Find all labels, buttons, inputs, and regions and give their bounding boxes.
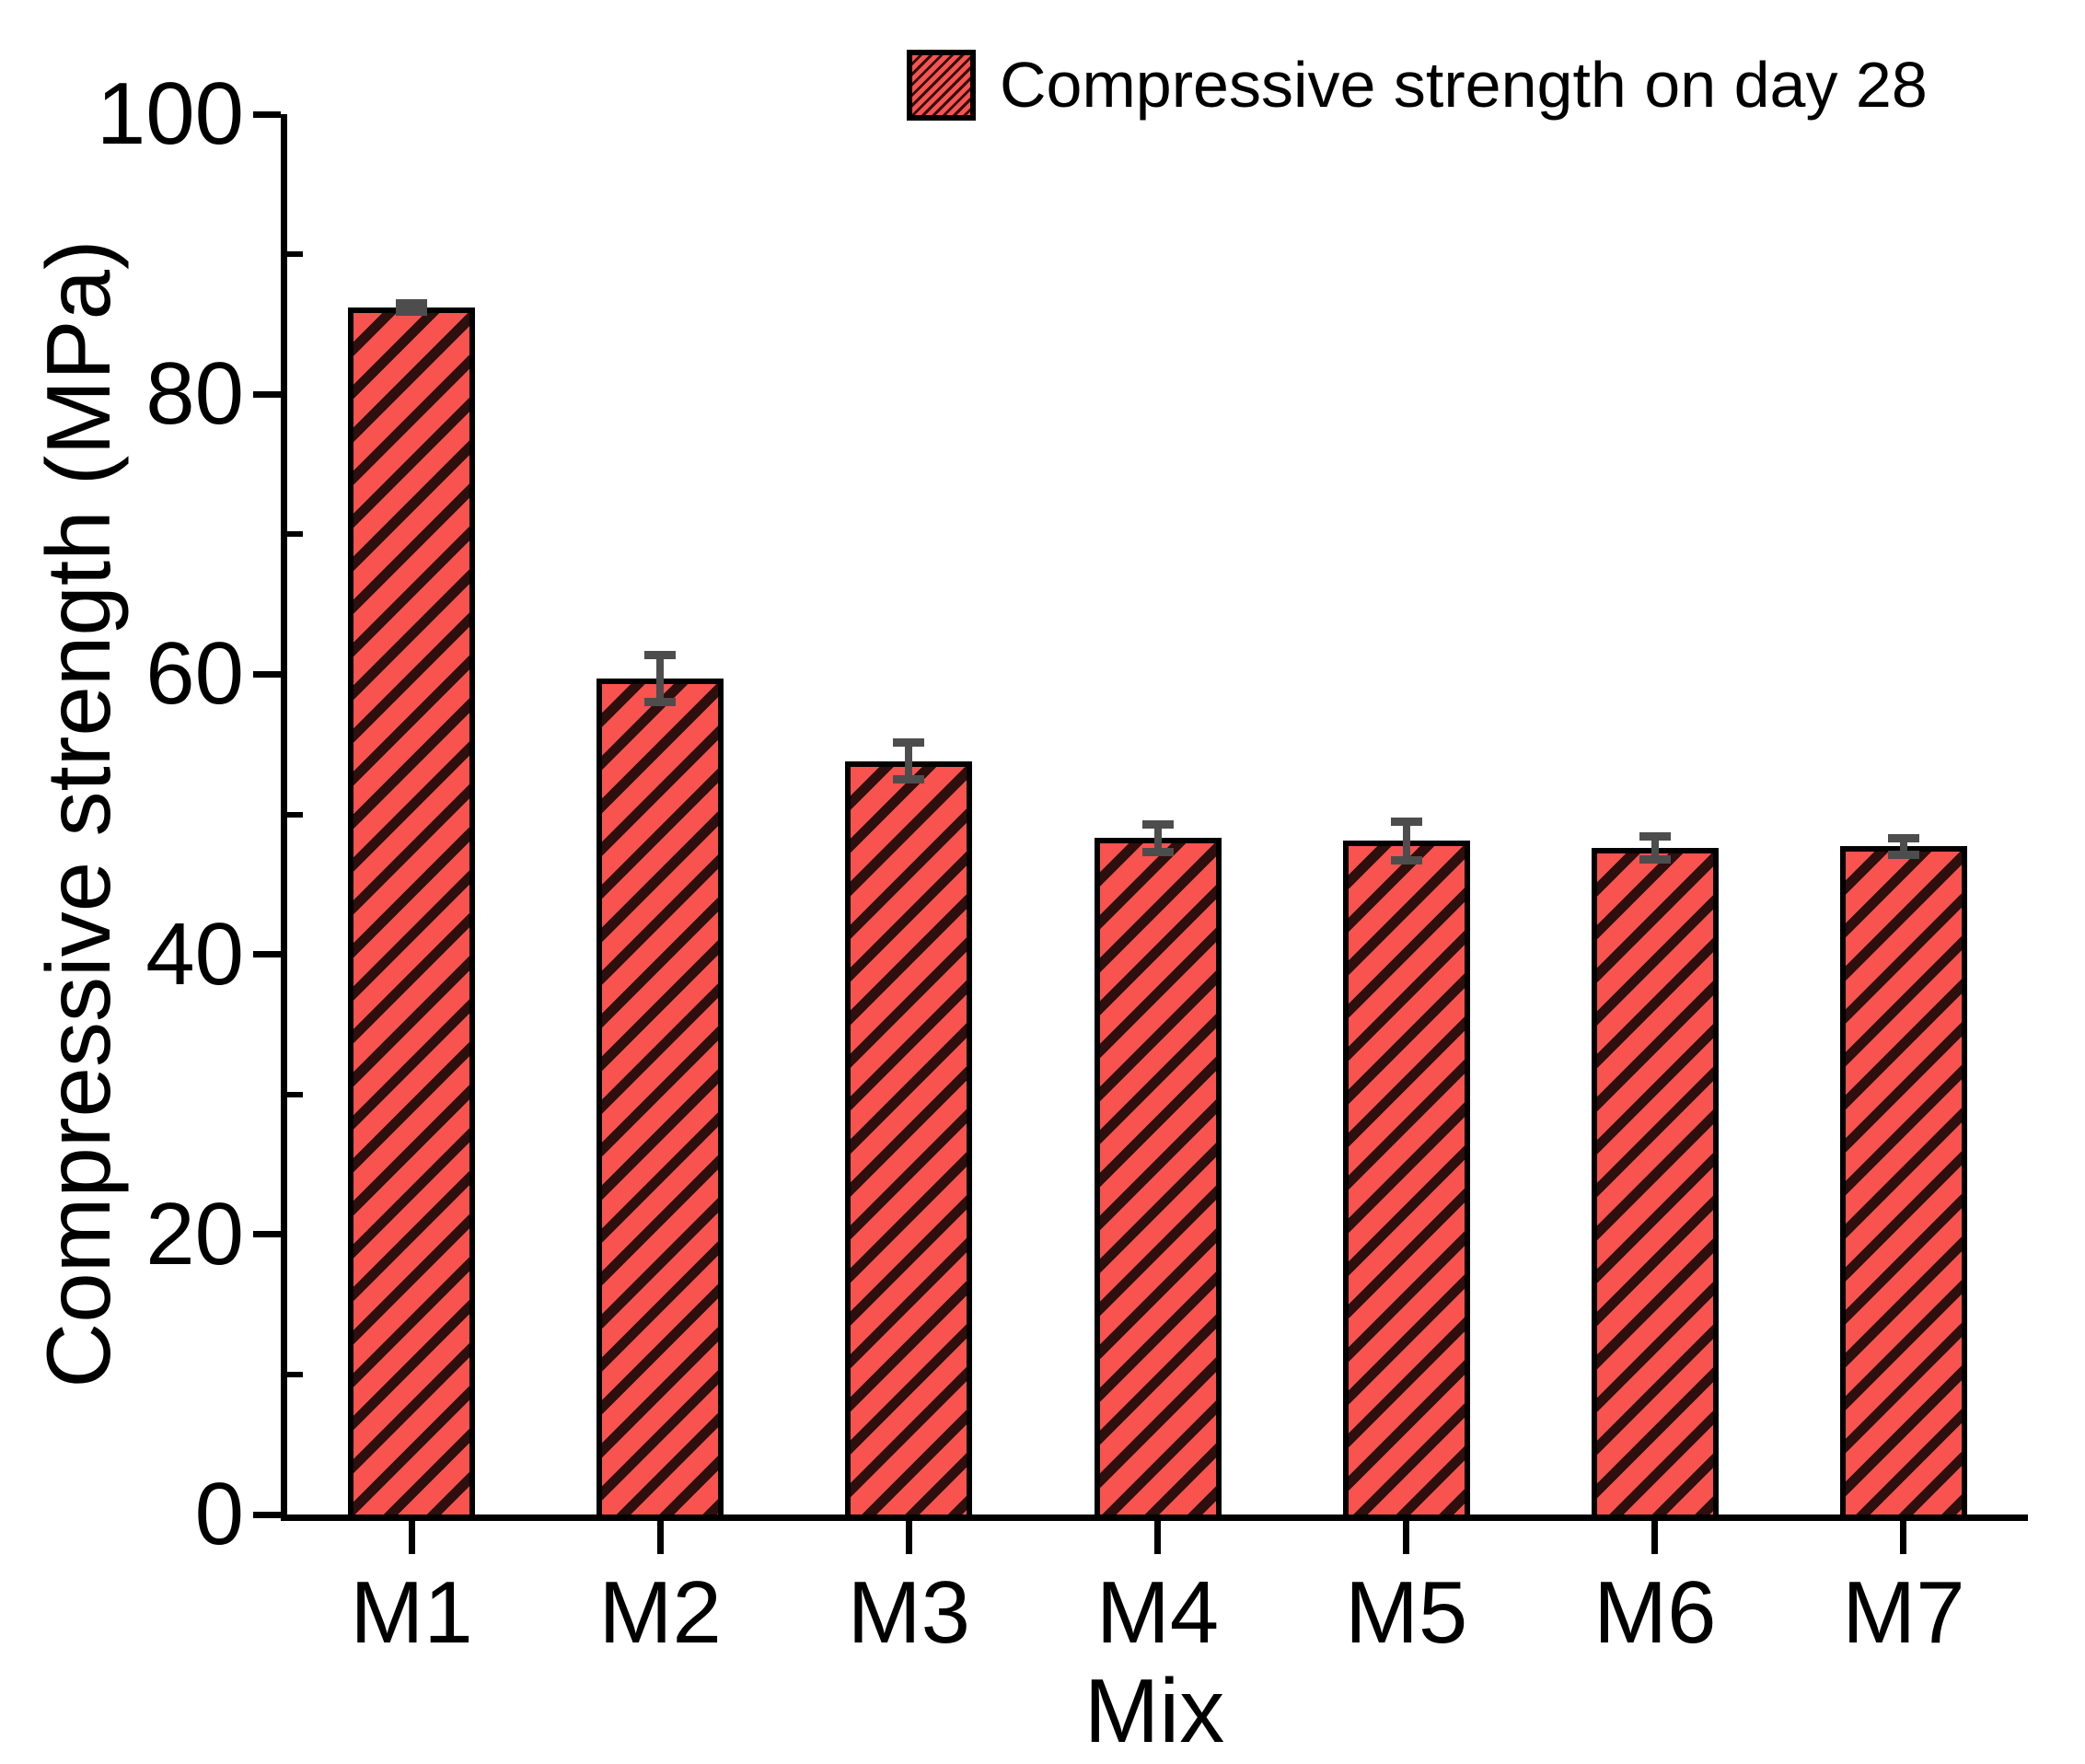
bar (597, 678, 724, 1514)
error-bar-cap (396, 298, 428, 308)
x-tick-label: M5 (1344, 1563, 1468, 1662)
error-bar-cap (1887, 851, 1919, 860)
y-minor-tick (287, 251, 303, 258)
y-tick-label: 100 (96, 64, 244, 163)
error-bar-cap (396, 307, 428, 316)
plot-area: 0 20 40 60 80 100 M1 M2 M3 M4 M5 M6 M7 (97, 70, 2028, 1661)
x-tick (1900, 1521, 1907, 1554)
legend-swatch (907, 49, 976, 121)
bar (845, 760, 973, 1514)
y-minor-tick (287, 1091, 303, 1097)
y-tick-label: 40 (145, 904, 244, 1004)
y-major-tick (253, 670, 281, 678)
legend-label: Compressive strength on day 28 (1000, 49, 1928, 121)
bar (1591, 848, 1719, 1514)
y-tick-label: 20 (145, 1184, 244, 1283)
x-tick-label: M2 (598, 1563, 722, 1662)
y-minor-tick (287, 811, 303, 818)
x-tick (656, 1521, 664, 1554)
x-tick-label: M4 (1095, 1563, 1220, 1662)
error-bar-cap (1639, 854, 1671, 864)
error-bar-cap (893, 774, 925, 783)
y-major-tick (253, 951, 281, 958)
y-major-tick (253, 390, 281, 398)
error-bar-cap (1639, 832, 1671, 841)
y-minor-tick (287, 531, 303, 538)
bar (348, 307, 476, 1514)
x-tick-label: M1 (350, 1563, 473, 1662)
x-tick (1154, 1521, 1161, 1554)
bar (1839, 846, 1967, 1514)
bar (1342, 841, 1470, 1514)
error-bar-cap (1141, 819, 1174, 829)
error-bar-line (1402, 821, 1410, 861)
error-bar-cap (893, 738, 925, 748)
error-bar-cap (1390, 856, 1422, 865)
bar (1094, 838, 1222, 1514)
error-bar-cap (644, 698, 677, 707)
x-tick (1403, 1521, 1410, 1554)
error-bar-line (656, 655, 665, 702)
x-tick (408, 1521, 415, 1554)
y-major-tick (253, 1231, 281, 1238)
y-major-tick (253, 1511, 281, 1518)
x-tick-label: M7 (1842, 1563, 1965, 1662)
y-major-tick (253, 110, 281, 118)
y-tick-label: 0 (194, 1465, 244, 1563)
y-tick-label: 60 (145, 624, 244, 724)
error-bar-line (905, 742, 913, 780)
x-tick (905, 1521, 912, 1554)
error-bar-line (1153, 824, 1162, 853)
x-tick-label: M6 (1593, 1563, 1717, 1662)
y-tick-label: 80 (145, 344, 244, 444)
legend: Compressive strength on day 28 (907, 48, 1928, 122)
error-bar-line (1899, 838, 1907, 855)
error-bar-line (1651, 836, 1659, 860)
error-bar-cap (1141, 848, 1174, 857)
x-axis-title: Mix (1083, 1660, 1225, 1761)
x-tick (1651, 1521, 1659, 1554)
x-tick-label: M3 (847, 1563, 971, 1662)
error-bar-cap (1390, 817, 1422, 826)
error-bar-line (408, 303, 416, 312)
error-bar-cap (644, 650, 677, 659)
y-minor-tick (287, 1371, 303, 1377)
error-bar-cap (1887, 833, 1919, 842)
